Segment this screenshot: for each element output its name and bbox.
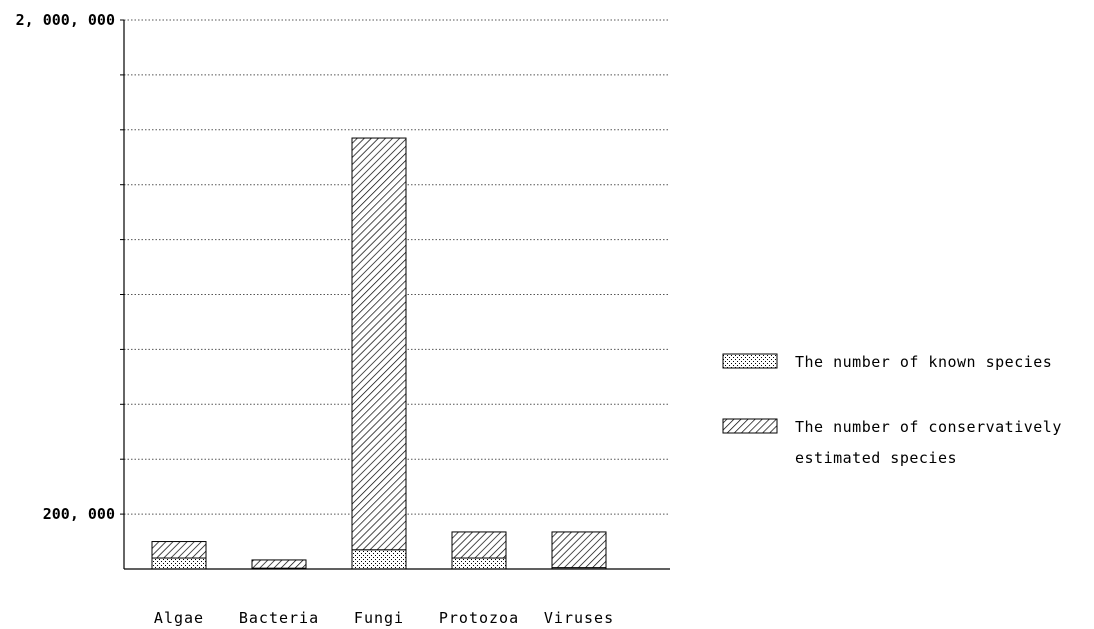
legend-label-estimated: The number of conservatively estimated sp… bbox=[795, 418, 1062, 467]
bar-bacteria-estimated bbox=[251, 559, 307, 569]
x-tick-label: Protozoa bbox=[439, 609, 519, 627]
bar-viruses-estimated bbox=[551, 531, 607, 569]
y-tick-label: 2, 000, 000 bbox=[16, 11, 115, 29]
x-tick-label: Bacteria bbox=[239, 609, 319, 627]
bar-fungi-known bbox=[351, 549, 407, 570]
legend-label-known: The number of known species bbox=[795, 353, 1052, 371]
bar-algae-known bbox=[151, 557, 207, 570]
x-tick-label: Fungi bbox=[354, 609, 404, 627]
x-tick-labels: Algae Bacteria Fungi Protozoa Viruses bbox=[154, 609, 614, 627]
legend-swatch-estimated bbox=[722, 418, 778, 434]
axes bbox=[123, 20, 670, 570]
bar-algae-estimated bbox=[151, 541, 207, 559]
x-tick-label: Algae bbox=[154, 609, 204, 627]
bar-protozoa-estimated bbox=[451, 531, 507, 559]
legend-swatch-known bbox=[722, 353, 778, 369]
x-tick-label: Viruses bbox=[544, 609, 614, 627]
y-tick-labels: 200, 000 2, 000, 000 bbox=[16, 11, 115, 523]
bars bbox=[151, 137, 607, 570]
bar-fungi-estimated bbox=[351, 137, 407, 551]
legend: The number of known species The number of… bbox=[722, 353, 1062, 467]
bar-protozoa-known bbox=[451, 557, 507, 570]
y-tick-label: 200, 000 bbox=[43, 505, 115, 523]
